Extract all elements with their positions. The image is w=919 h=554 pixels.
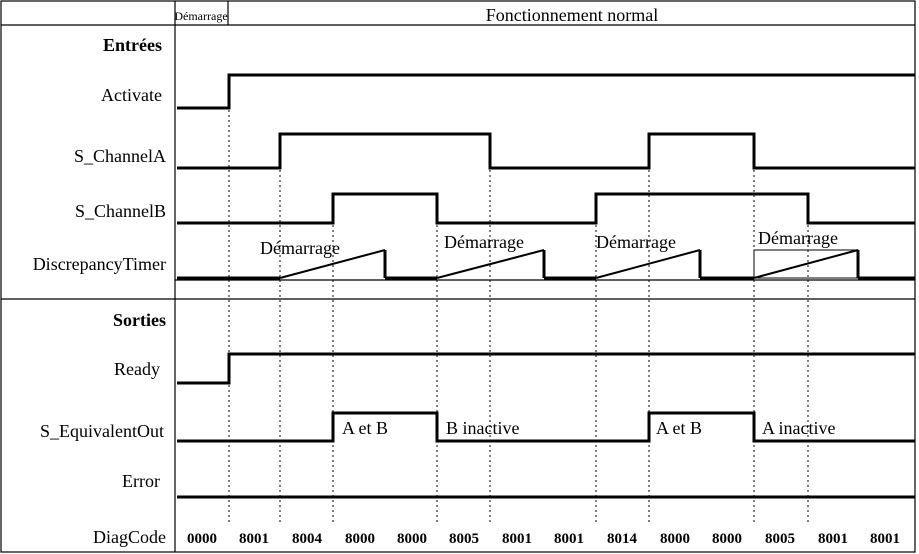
output-annotation: B inactive [446, 418, 519, 438]
diagcode-value: 8005 [765, 531, 795, 547]
normal-operation-header: Fonctionnement normal [486, 5, 658, 25]
discrepancy-timer-waveform [177, 249, 915, 280]
error-label: Error [122, 471, 160, 491]
diagcode-value: 8001 [502, 531, 532, 547]
channel-b-label: S_ChannelB [75, 201, 166, 221]
diagcode-value: 8000 [345, 531, 375, 547]
activate-label: Activate [101, 85, 162, 105]
output-annotation: A et B [342, 418, 388, 438]
channel-b-waveform [177, 192, 915, 225]
outputs-section-title: Sorties [113, 310, 166, 330]
timer-annotation: Démarrage [596, 232, 676, 252]
diagcode-value: 8004 [292, 531, 323, 547]
equivalent-out-waveform [177, 411, 915, 443]
ready-waveform [177, 352, 915, 385]
ready-label: Ready [114, 359, 160, 379]
timer-ramp [753, 249, 859, 279]
discrepancy-timer-label: DiscrepancyTimer [33, 254, 166, 274]
diagcode-label: DiagCode [93, 527, 166, 547]
diagcode-values: 0000 8001 8004 8000 8000 8005 8001 8001 … [187, 531, 900, 547]
output-annotation: A et B [656, 418, 702, 438]
diagcode-value: 8014 [607, 531, 638, 547]
diagcode-value: 8001 [239, 531, 269, 547]
timer-annotation: Démarrage [758, 228, 838, 248]
diagcode-value: 8000 [660, 531, 690, 547]
diagcode-value: 8000 [712, 531, 742, 547]
diagcode-value: 8001 [870, 531, 900, 547]
diagcode-value: 8001 [818, 531, 848, 547]
timer-ramp [595, 249, 701, 279]
diagcode-value: 8000 [397, 531, 427, 547]
diagcode-value: 8001 [554, 531, 584, 547]
startup-header: Démarrage [174, 9, 227, 23]
timer-annotation: Démarrage [260, 238, 340, 258]
output-annotation: A inactive [762, 418, 835, 438]
activate-waveform [177, 73, 915, 110]
channel-a-waveform [177, 132, 915, 170]
timer-annotation: Démarrage [444, 232, 524, 252]
diagcode-value: 0000 [187, 531, 217, 547]
equivalent-out-label: S_EquivalentOut [40, 421, 164, 441]
timer-ramp [436, 249, 545, 279]
timer-ramp [279, 249, 386, 279]
event-markers [228, 110, 809, 525]
diagcode-value: 8005 [449, 531, 479, 547]
inputs-section-title: Entrées [103, 35, 162, 55]
channel-a-label: S_ChannelA [74, 146, 166, 166]
